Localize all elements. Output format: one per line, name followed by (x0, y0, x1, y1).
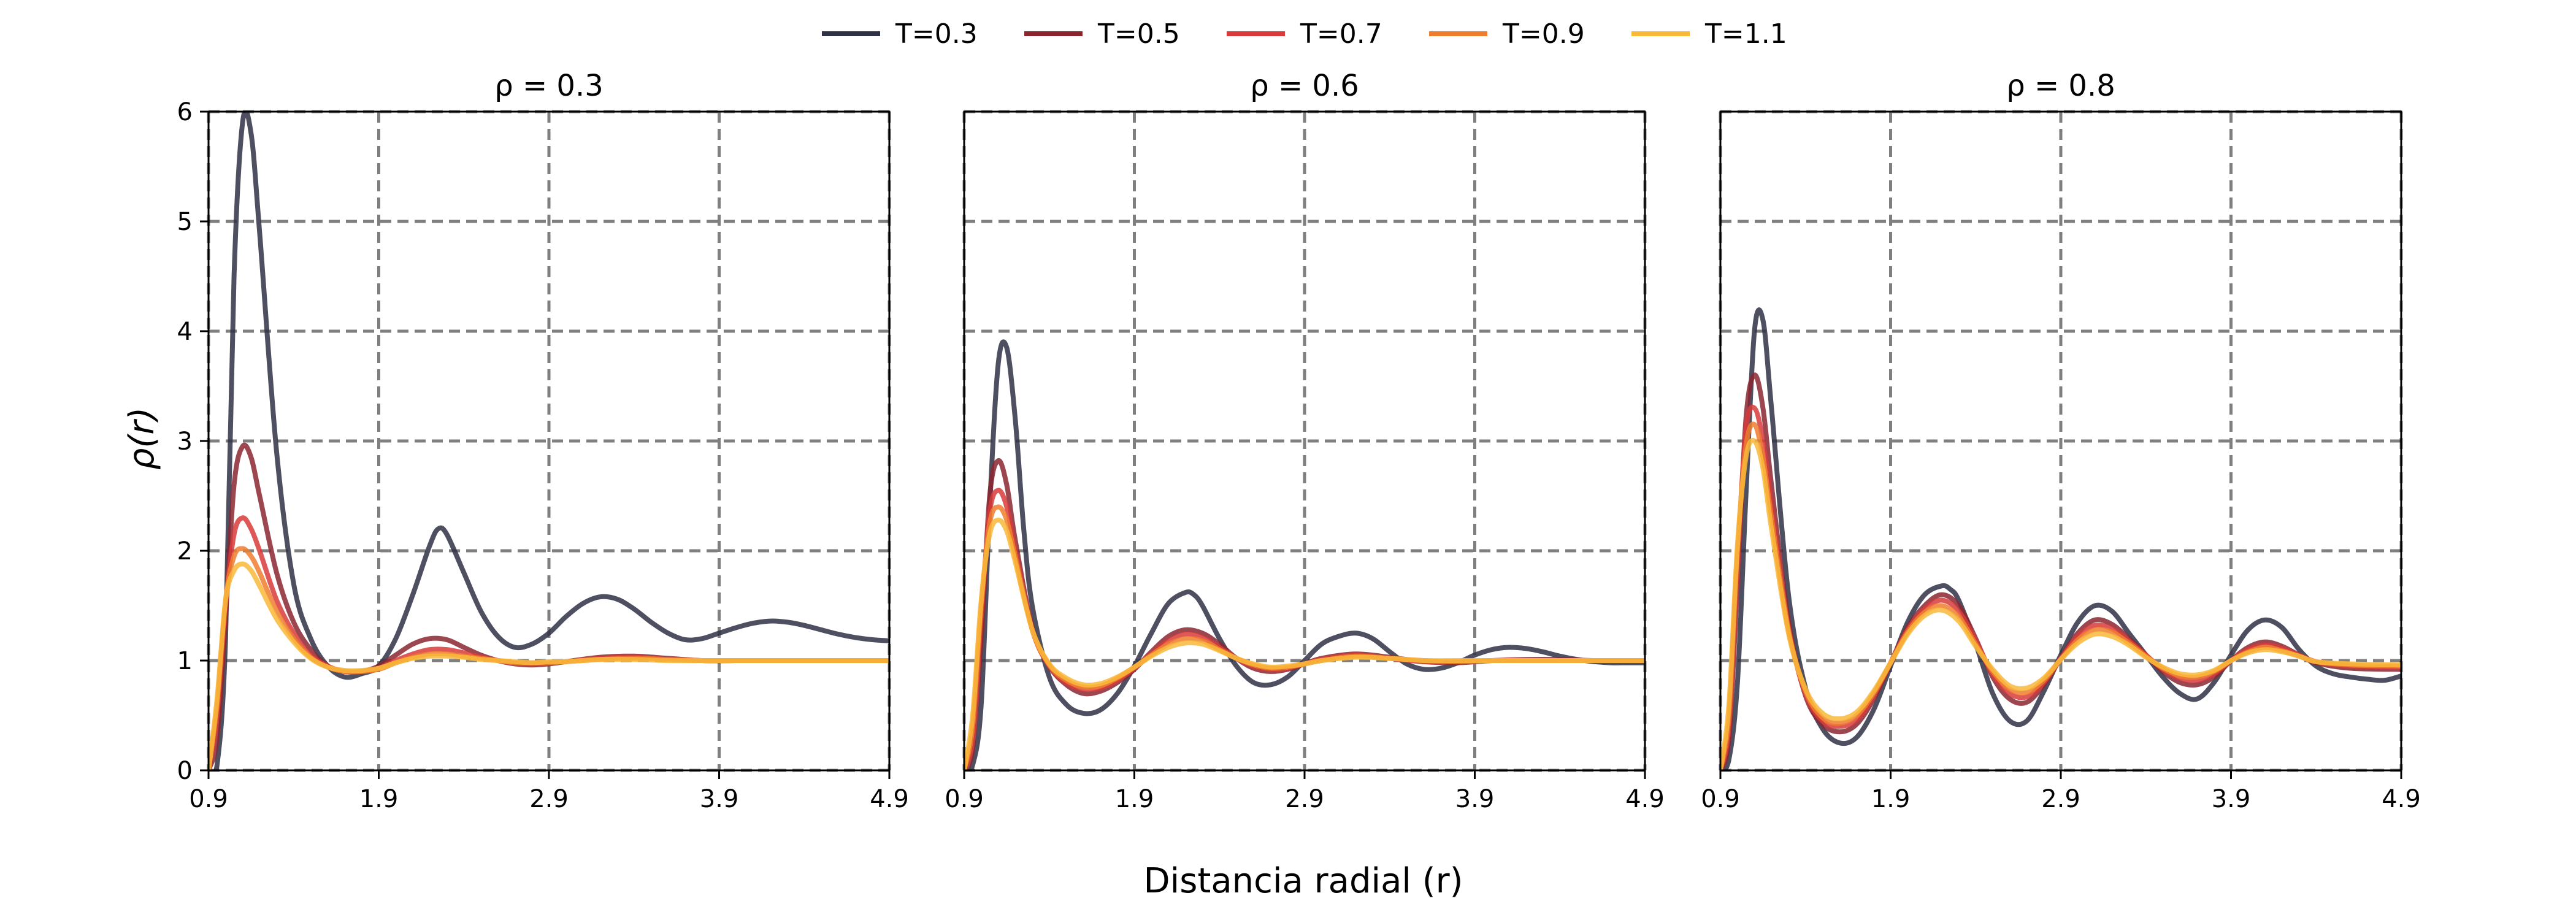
legend-label: T=1.1 (1704, 18, 1787, 50)
y-tick-label: 3 (177, 427, 193, 456)
y-axis-label: ρ(r) (122, 407, 162, 470)
panel-title: ρ = 0.6 (1250, 69, 1359, 103)
x-tick-label: 1.9 (359, 785, 399, 813)
legend-label: T=0.3 (895, 18, 978, 50)
y-tick-label: 0 (177, 757, 193, 785)
x-tick-label: 3.9 (700, 785, 739, 813)
y-tick-label: 1 (177, 647, 193, 675)
series-group (1720, 307, 2401, 770)
x-tick-label: 4.9 (870, 785, 909, 813)
legend-item: T=0.3 (822, 18, 978, 50)
x-tick-label: 2.9 (1285, 785, 1324, 813)
panel: 0.9 1.9 2.9 3.9 4.9 ρ = 0.8 (1701, 69, 2421, 813)
y-tick-label: 5 (177, 208, 193, 236)
series-line (1720, 307, 2401, 770)
series-line (1720, 437, 2401, 770)
x-tick-label: 4.9 (2382, 785, 2421, 813)
panel: 0.9 1.9 2.9 3.9 4.9 ρ = 0.6 (945, 69, 1665, 813)
x-tick-label: 0.9 (189, 785, 228, 813)
x-tick-label: 3.9 (2212, 785, 2251, 813)
panel: 0.9 1.9 2.9 3.9 4.9 0 1 2 3 4 5 6 ρ = 0.3 (177, 69, 909, 813)
x-tick-label: 1.9 (1115, 785, 1154, 813)
panels: 0.9 1.9 2.9 3.9 4.9 0 1 2 3 4 5 6 ρ = 0.3 0.9 1.9 2.9 3.… (177, 69, 2421, 813)
series-line (964, 517, 1645, 770)
x-tick-label: 4.9 (1625, 785, 1665, 813)
x-tick-label: 2.9 (2041, 785, 2080, 813)
grid (962, 110, 1647, 772)
legend-item: T=1.1 (1631, 18, 1787, 50)
y-tick-label: 4 (177, 318, 193, 346)
legend-item: T=0.9 (1429, 18, 1585, 50)
series-group (964, 339, 1645, 770)
y-tick-label: 6 (177, 98, 193, 126)
legend-label: T=0.7 (1300, 18, 1382, 50)
series-group (209, 112, 889, 770)
legend-label: T=0.5 (1097, 18, 1180, 50)
legend-item: T=0.5 (1024, 18, 1180, 50)
x-tick-label: 3.9 (1455, 785, 1495, 813)
grid (1719, 110, 2403, 772)
x-tick-label: 1.9 (1871, 785, 1911, 813)
series-line (209, 112, 889, 770)
series-line (209, 561, 889, 770)
legend: T=0.3 T=0.5 T=0.7 T=0.9 T=1.1 (822, 18, 1787, 50)
legend-label: T=0.9 (1502, 18, 1585, 50)
x-axis-label: Distancia radial (r) (1144, 861, 1463, 901)
panel-title: ρ = 0.8 (2006, 69, 2115, 103)
y-tick-label: 2 (177, 537, 193, 565)
grid (207, 110, 891, 772)
panel-title: ρ = 0.3 (494, 69, 604, 103)
x-tick-label: 0.9 (945, 785, 984, 813)
x-tick-label: 0.9 (1701, 785, 1740, 813)
legend-item: T=0.7 (1227, 18, 1382, 50)
x-tick-label: 2.9 (529, 785, 569, 813)
